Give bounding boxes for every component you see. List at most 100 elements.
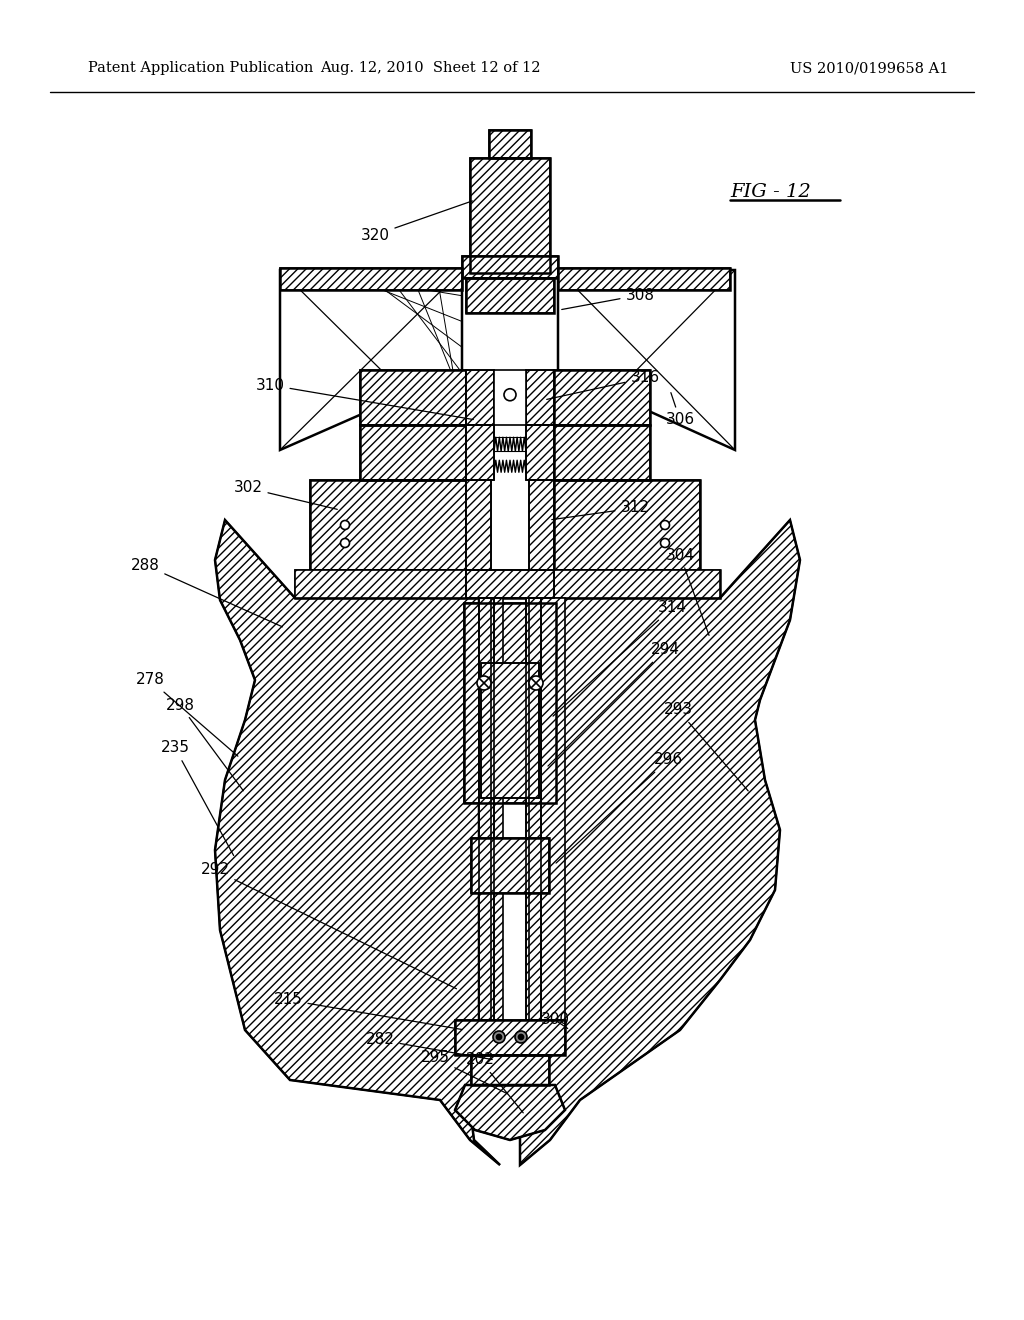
Text: 310: 310 [256, 378, 473, 420]
Text: 320: 320 [360, 201, 472, 243]
Bar [455, 1020, 565, 1055]
Polygon shape [215, 520, 500, 1166]
Text: 312: 312 [552, 500, 649, 520]
Bar [470, 158, 550, 273]
Text: 235: 235 [161, 741, 233, 855]
Bar [479, 598, 494, 1020]
Text: FIG - 12: FIG - 12 [730, 183, 811, 201]
Bar [558, 268, 730, 290]
Text: Patent Application Publication: Patent Application Publication [88, 61, 313, 75]
Bar [466, 480, 490, 570]
Bar [554, 570, 720, 598]
Bar [526, 425, 554, 480]
Text: 202: 202 [466, 1052, 523, 1113]
Bar [455, 1020, 565, 1055]
Bar [466, 425, 494, 480]
Bar [466, 370, 494, 425]
Circle shape [660, 539, 670, 548]
Bar [462, 256, 558, 279]
Text: 308: 308 [562, 288, 654, 309]
Bar [466, 279, 554, 313]
Circle shape [497, 1035, 502, 1040]
Text: 294: 294 [548, 643, 680, 766]
Polygon shape [455, 1085, 565, 1140]
Circle shape [518, 1035, 523, 1040]
Polygon shape [520, 520, 800, 1166]
Bar [558, 268, 730, 290]
Bar [310, 480, 466, 570]
Bar [471, 838, 549, 894]
Bar [490, 598, 529, 1020]
Text: 302: 302 [233, 480, 337, 510]
Bar [554, 480, 700, 570]
Bar [479, 598, 494, 1020]
Bar [360, 370, 466, 425]
Bar [466, 570, 554, 598]
Bar [554, 370, 650, 425]
Bar [481, 663, 539, 799]
Bar [479, 598, 503, 1020]
Bar [280, 268, 462, 290]
Bar [529, 480, 554, 570]
Bar [295, 570, 466, 598]
Circle shape [529, 676, 543, 690]
Circle shape [341, 520, 349, 529]
Bar [554, 425, 650, 480]
Bar [471, 1055, 549, 1085]
Text: 292: 292 [201, 862, 457, 989]
Text: 300: 300 [541, 1012, 569, 1028]
Text: 288: 288 [131, 557, 283, 627]
Circle shape [504, 389, 516, 401]
Text: 316: 316 [547, 371, 659, 400]
Text: 295: 295 [421, 1051, 508, 1094]
Bar [466, 480, 490, 570]
Bar [526, 370, 554, 425]
Bar [280, 268, 462, 290]
Text: US 2010/0199658 A1: US 2010/0199658 A1 [790, 61, 948, 75]
Bar [526, 370, 554, 425]
Circle shape [515, 1031, 527, 1043]
Text: 296: 296 [556, 752, 683, 863]
Bar [526, 598, 541, 1020]
Circle shape [341, 539, 349, 548]
Bar [471, 1055, 549, 1085]
Bar [481, 663, 539, 799]
Bar [310, 480, 466, 570]
Bar [489, 129, 531, 158]
Text: 215: 215 [273, 993, 462, 1030]
Text: 314: 314 [553, 601, 686, 717]
Circle shape [660, 520, 670, 529]
Bar [360, 425, 466, 480]
Bar [464, 603, 556, 803]
Text: 293: 293 [664, 702, 749, 791]
Text: 278: 278 [135, 672, 238, 756]
Bar [554, 425, 650, 480]
Bar [462, 256, 558, 279]
Bar [494, 370, 526, 425]
Polygon shape [280, 271, 462, 450]
Circle shape [493, 1031, 505, 1043]
Bar [466, 370, 494, 425]
Bar [529, 480, 554, 570]
Text: 306: 306 [666, 392, 694, 428]
Bar [526, 598, 541, 1020]
Bar [541, 598, 565, 1020]
Polygon shape [558, 271, 735, 450]
Bar [464, 603, 556, 803]
Bar [489, 480, 531, 770]
Bar [471, 838, 549, 894]
Text: 282: 282 [366, 1032, 493, 1060]
Bar [470, 158, 550, 273]
Text: 298: 298 [166, 697, 244, 791]
Bar [466, 570, 554, 598]
Bar [360, 425, 466, 480]
Bar [489, 129, 531, 158]
Bar [360, 370, 466, 425]
Text: 304: 304 [666, 548, 709, 635]
Bar [554, 480, 700, 570]
Bar [554, 370, 650, 425]
Bar [295, 570, 720, 598]
Text: Aug. 12, 2010  Sheet 12 of 12: Aug. 12, 2010 Sheet 12 of 12 [319, 61, 541, 75]
Bar [466, 279, 554, 313]
Circle shape [477, 676, 490, 690]
